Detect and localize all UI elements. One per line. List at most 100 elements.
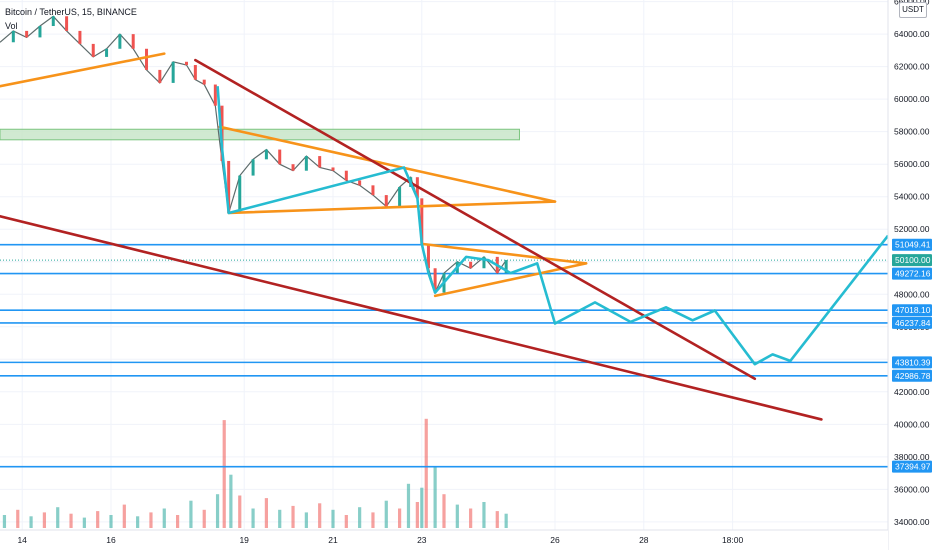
volume-bar-0 <box>2 515 7 528</box>
volume-legend[interactable]: Vol <box>5 21 18 31</box>
level-label-1: 49272.16 <box>895 269 931 279</box>
volume-bar-37 <box>442 494 446 528</box>
candle-13 <box>171 61 175 83</box>
level-label-3-bg <box>892 316 932 329</box>
candle-28 <box>344 170 348 181</box>
candle-23 <box>278 149 282 165</box>
volume-bar-2 <box>29 516 33 528</box>
candle-5 <box>65 16 69 31</box>
trend-line-0 <box>194 58 757 381</box>
candle-20 <box>238 175 242 213</box>
volume-bar-16 <box>215 494 220 528</box>
candle-19 <box>227 160 231 213</box>
candle-41 <box>482 256 486 269</box>
y-tick-label-3: 40000.00 <box>894 419 930 429</box>
candle-17 <box>213 84 217 106</box>
volume-bar-1 <box>16 509 20 528</box>
volume-bar-24 <box>304 512 308 528</box>
price-series <box>0 15 507 295</box>
triangle-line-2 <box>227 200 557 215</box>
volume-bar-19 <box>238 495 242 528</box>
candle-6 <box>78 30 82 44</box>
level-label-3: 46237.84 <box>895 318 931 328</box>
y-tick-label-11: 56000.00 <box>894 159 930 169</box>
candle-43 <box>504 260 508 274</box>
x-tick-label-7: 18:00 <box>722 535 744 545</box>
symbol-legend[interactable]: Bitcoin / TetherUS, 15, BINANCE <box>5 7 137 17</box>
y-tick-label-1: 36000.00 <box>894 484 930 494</box>
volume-bar-18 <box>229 474 233 528</box>
y-tick-label-2: 38000.00 <box>894 452 930 462</box>
level-label-2-bg <box>892 304 932 317</box>
candle-11 <box>145 48 149 70</box>
candle-1 <box>11 30 15 43</box>
volume-bar-36 <box>433 466 437 528</box>
level-label-5-bg <box>892 369 932 382</box>
volume-bar-34 <box>420 487 424 528</box>
candle-2 <box>25 30 29 38</box>
x-tick-label-5: 26 <box>550 535 560 545</box>
level-label-1-bg <box>892 267 932 280</box>
candle-30 <box>371 185 375 196</box>
triangle-line-0 <box>0 52 166 88</box>
level-label-4-bg <box>892 356 932 369</box>
candle-3 <box>38 26 42 38</box>
candle-40 <box>469 261 473 269</box>
level-label-0-bg <box>892 238 932 251</box>
volume-bar-22 <box>278 509 282 528</box>
candle-35 <box>420 198 424 244</box>
volume-bar-3 <box>42 512 46 528</box>
candle-14 <box>184 61 188 66</box>
level-label-2: 47018.10 <box>895 305 931 315</box>
volume-bar-25 <box>318 503 322 528</box>
volume-bar-21 <box>264 498 268 528</box>
candle-27 <box>331 167 335 171</box>
candle-32 <box>398 186 402 207</box>
volume-bar-39 <box>469 508 473 528</box>
x-tick-label-0: 14 <box>17 535 27 545</box>
candle-9 <box>118 34 122 49</box>
volume-bar-42 <box>504 513 508 528</box>
volume-bar-23 <box>291 505 295 528</box>
y-tick-label-0: 34000.00 <box>894 517 930 527</box>
level-label-6: 37394.97 <box>895 462 931 472</box>
volume-bar-14 <box>189 500 193 528</box>
volume-bar-5 <box>69 513 73 528</box>
volume-bar-7 <box>96 511 100 528</box>
x-tick-label-4: 23 <box>417 535 427 545</box>
y-tick-label-14: 62000.00 <box>894 62 930 72</box>
candle-36 <box>426 243 430 269</box>
candle-26 <box>318 156 322 168</box>
y-tick-label-9: 52000.00 <box>894 224 930 234</box>
candle-37 <box>433 268 437 293</box>
volume-bar-20 <box>251 508 255 528</box>
y-tick-label-10: 54000.00 <box>894 192 930 202</box>
candle-16 <box>202 79 206 85</box>
y-tick-label-4: 42000.00 <box>894 387 930 397</box>
volume-bar-41 <box>495 511 499 528</box>
volume-bar-40 <box>482 502 486 528</box>
candle-7 <box>91 43 95 57</box>
y-tick-label-12: 58000.00 <box>894 127 930 137</box>
triangle-line-3 <box>420 242 588 265</box>
currency-badge[interactable]: USDT <box>899 2 927 18</box>
volume-bar-33 <box>415 502 419 528</box>
candle-29 <box>358 180 362 186</box>
current-price-label-bg <box>892 254 932 267</box>
volume-bar-12 <box>162 508 166 528</box>
candle-12 <box>158 69 162 83</box>
x-tick-label-6: 28 <box>639 535 649 545</box>
level-label-5: 42986.78 <box>895 371 931 381</box>
current-price-label: 50100.00 <box>895 255 931 265</box>
level-label-6-bg <box>892 460 932 473</box>
candle-10 <box>131 34 135 49</box>
candle-22 <box>264 149 268 160</box>
volume-bar-27 <box>344 515 348 528</box>
candle-8 <box>105 48 109 57</box>
volume-bar-8 <box>109 515 113 528</box>
x-tick-label-3: 21 <box>328 535 338 545</box>
volume-bar-26 <box>331 509 335 528</box>
volume-bar-6 <box>82 517 86 528</box>
volume-bar-13 <box>176 515 180 528</box>
